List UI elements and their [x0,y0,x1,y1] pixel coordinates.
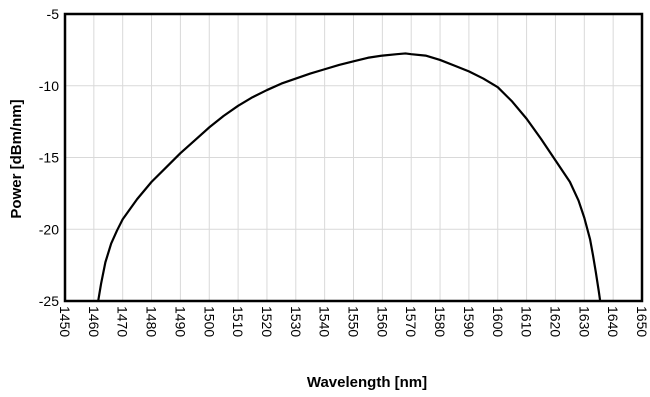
x-tick-label: 1530 [288,306,304,337]
y-tick-labels: -25 -20 -15 -10 -5 [39,6,59,309]
x-tick-label: 1560 [374,306,390,337]
x-tick-label: 1570 [403,306,419,337]
x-axis-title: Wavelength [nm] [307,374,427,391]
x-tick-label: 1640 [605,306,621,337]
x-tick-label: 1450 [57,306,73,337]
x-tick-label: 1620 [547,306,563,337]
x-tick-label: 1610 [519,306,535,337]
x-tick-label: 1540 [317,306,333,337]
x-tick-label: 1600 [490,306,506,337]
y-tick-label: -5 [47,6,60,22]
series-layer [97,52,602,302]
x-tick-label: 1630 [576,306,592,337]
y-tick-label: -20 [39,221,59,237]
x-tick-label: 1650 [634,306,650,337]
x-tick-label: 1550 [346,306,362,337]
y-tick-label: -10 [39,78,59,94]
plot-frame [63,12,644,303]
x-tick-label: 1590 [461,306,477,337]
x-tick-label: 1510 [230,306,246,337]
y-axis-title: Power [dBm/nm] [8,99,25,218]
x-tick-label: 1460 [86,306,102,337]
y-tick-label: -15 [39,150,59,166]
x-tick-label: 1490 [172,306,188,337]
x-tick-label: 1480 [144,306,160,337]
series-line [97,52,602,302]
x-tick-labels: 1450 1460 1470 1480 1490 1500 1510 1520 1530 1540… [57,306,650,337]
y-tick-label: -25 [39,293,59,309]
x-tick-label: 1580 [432,306,448,337]
x-tick-label: 1470 [115,306,131,337]
x-tick-label: 1500 [201,306,217,337]
grid-lines [64,13,643,302]
x-tick-label: 1520 [259,306,275,337]
